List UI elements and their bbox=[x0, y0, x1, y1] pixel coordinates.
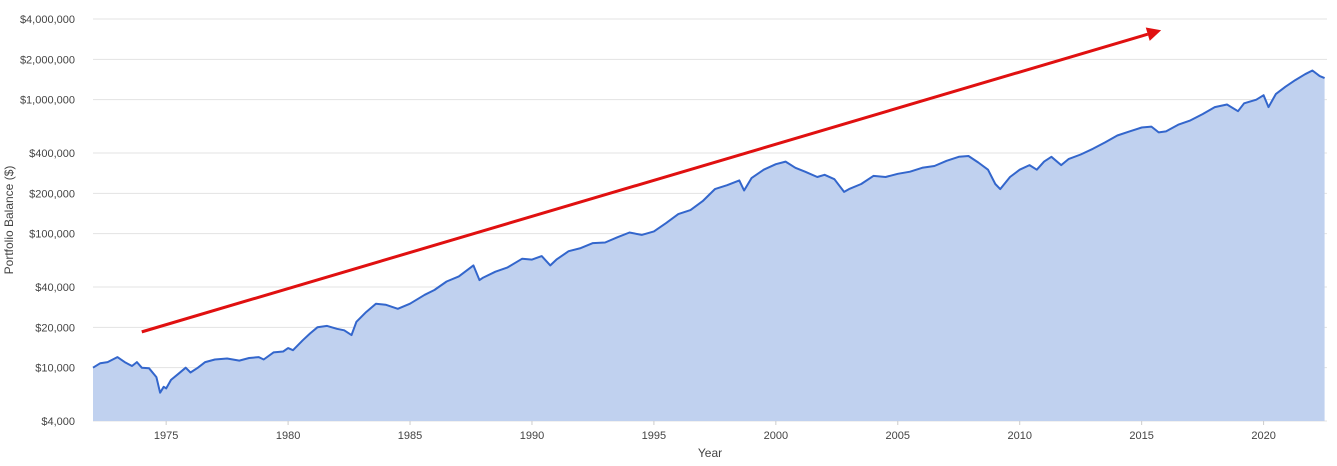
x-tick-label: 2000 bbox=[764, 430, 788, 442]
y-axis-ticks: $4,000 $10,000 $20,000 $40,000 $100,000 $200,… bbox=[20, 14, 75, 428]
x-tick-label: 1990 bbox=[520, 430, 544, 442]
x-tick-label: 1975 bbox=[154, 430, 178, 442]
x-tick-label: 1995 bbox=[642, 430, 666, 442]
series-area-fill bbox=[93, 70, 1325, 421]
y-tick-label: $2,000,000 bbox=[20, 54, 75, 66]
trend-arrow-shaft bbox=[141, 32, 1149, 334]
y-tick-label: $10,000 bbox=[35, 363, 75, 375]
arrow-layer bbox=[141, 27, 1162, 334]
x-tick-label: 2020 bbox=[1251, 430, 1275, 442]
y-axis-title: Portfolio Balance ($) bbox=[2, 166, 16, 275]
x-tick-label: 2010 bbox=[1007, 430, 1031, 442]
x-tick-label: 2015 bbox=[1129, 430, 1153, 442]
x-tick-label: 1980 bbox=[276, 430, 300, 442]
y-tick-label: $20,000 bbox=[35, 322, 75, 334]
x-axis-ticks: 1975 1980 1985 1990 1995 2000 2005 2010 2015 2020 bbox=[154, 421, 1276, 442]
y-tick-label: $4,000,000 bbox=[20, 14, 75, 26]
series-line bbox=[92, 69, 1325, 394]
y-tick-label: $200,000 bbox=[29, 188, 75, 200]
area-layer bbox=[93, 70, 1325, 421]
x-axis-title: Year bbox=[698, 446, 722, 460]
y-tick-label: $100,000 bbox=[29, 229, 75, 241]
x-tick-label: 1985 bbox=[398, 430, 422, 442]
y-tick-label: $1,000,000 bbox=[20, 95, 75, 107]
x-tick-label: 2005 bbox=[886, 430, 910, 442]
y-tick-label: $4,000 bbox=[41, 416, 75, 428]
line-layer bbox=[92, 69, 1325, 394]
trend-arrow-head bbox=[1145, 27, 1162, 41]
y-tick-label: $400,000 bbox=[29, 148, 75, 160]
y-tick-label: $40,000 bbox=[35, 282, 75, 294]
